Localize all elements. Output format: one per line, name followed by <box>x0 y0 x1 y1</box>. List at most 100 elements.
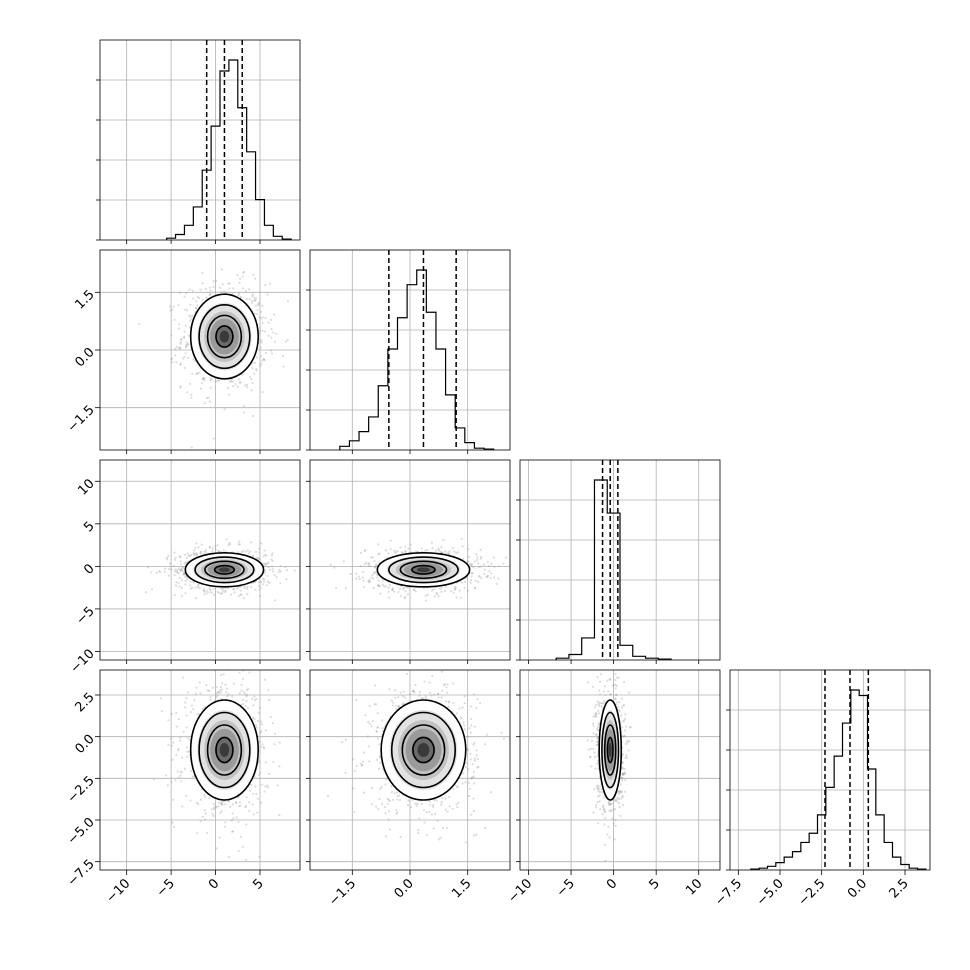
scatter-point <box>462 724 466 727</box>
scatter-point <box>378 756 381 759</box>
scatter-point <box>473 741 476 745</box>
scatter-point <box>448 549 451 553</box>
scatter-point <box>472 797 475 800</box>
scatter-point <box>197 546 200 549</box>
scatter-point <box>259 771 262 775</box>
scatter-point <box>453 588 457 591</box>
scatter-point <box>170 358 173 361</box>
scatter-point <box>180 568 183 571</box>
scatter-point <box>473 757 476 760</box>
scatter-point <box>203 401 206 405</box>
scatter-point <box>404 595 407 598</box>
scatter-point <box>180 579 184 582</box>
scatter-point <box>158 570 161 573</box>
scatter-point <box>389 548 392 551</box>
scatter-point <box>367 720 370 724</box>
scatter-point <box>225 538 228 541</box>
scatter-point <box>397 590 400 594</box>
scatter-point <box>404 545 407 548</box>
scatter-point <box>362 751 366 754</box>
scatter-point <box>180 780 183 783</box>
scatter-point <box>173 318 176 322</box>
scatter-point <box>255 297 258 300</box>
scatter-point <box>258 551 261 554</box>
scatter-point <box>372 586 375 590</box>
scatter-point <box>251 554 255 557</box>
scatter-point <box>165 774 168 777</box>
scatter-point <box>264 761 267 764</box>
scatter-point <box>375 564 378 567</box>
scatter-point <box>233 591 236 594</box>
scatter-point <box>259 310 263 314</box>
scatter-point <box>460 717 463 720</box>
scatter-point <box>259 346 262 349</box>
scatter-point <box>171 741 175 744</box>
scatter-point <box>352 758 355 761</box>
scatter-point <box>428 804 431 807</box>
scatter-point <box>216 544 219 547</box>
scatter-point <box>242 404 246 408</box>
scatter-point <box>225 291 228 294</box>
scatter-point <box>363 585 366 589</box>
scatter-point <box>203 793 206 796</box>
scatter-point <box>181 566 184 569</box>
panel-content <box>144 538 296 602</box>
scatter-point <box>293 569 296 572</box>
scatter-point <box>453 550 456 553</box>
scatter-point <box>186 343 189 346</box>
scatter-point <box>173 594 176 597</box>
scatter-point <box>476 766 479 769</box>
scatter-point <box>185 726 188 729</box>
scatter-point <box>431 674 434 678</box>
scatter-point <box>414 684 417 687</box>
scatter-point <box>182 676 185 679</box>
scatter-point <box>373 559 376 563</box>
scatter-point <box>152 778 156 781</box>
scatter-point <box>394 689 397 692</box>
contour-line <box>189 699 260 801</box>
scatter-point <box>614 646 616 648</box>
scatter-point <box>384 812 387 815</box>
scatter-point <box>475 553 478 556</box>
scatter-point <box>215 806 218 809</box>
scatter-point <box>222 290 226 293</box>
scatter-point <box>198 586 201 590</box>
scatter-point <box>262 660 264 662</box>
scatter-point <box>262 583 265 586</box>
scatter-point <box>254 550 258 554</box>
scatter-point <box>398 798 401 802</box>
scatter-point <box>399 594 403 598</box>
scatter-point <box>251 301 254 304</box>
scatter-point <box>195 553 198 556</box>
scatter-point <box>431 589 434 592</box>
scatter-point <box>179 556 182 559</box>
scatter-point <box>239 589 242 592</box>
scatter-point <box>185 344 188 348</box>
scatter-point <box>245 823 248 826</box>
scatter-point <box>221 688 224 691</box>
scatter-point <box>386 797 389 801</box>
scatter-point <box>278 568 281 572</box>
scatter-point <box>238 381 241 384</box>
scatter-point <box>488 569 491 573</box>
scatter-point <box>168 568 171 571</box>
scatter-point <box>192 581 195 584</box>
scatter-point <box>618 797 621 801</box>
scatter-point <box>272 760 275 763</box>
scatter-point <box>403 549 407 553</box>
scatter-point <box>278 765 281 768</box>
scatter-point <box>243 384 247 387</box>
scatter-point <box>171 361 174 364</box>
scatter-point <box>183 308 187 311</box>
scatter-point <box>232 682 235 685</box>
scatter-point <box>461 581 464 584</box>
scatter-point <box>391 704 394 707</box>
scatter-point <box>370 725 373 728</box>
scatter-point <box>231 830 234 833</box>
scatter-point <box>180 563 183 566</box>
scatter-point <box>183 572 186 575</box>
scatter-point <box>469 581 472 584</box>
scatter-point <box>216 379 219 382</box>
scatter-point <box>447 701 451 704</box>
scatter-point <box>184 575 187 578</box>
